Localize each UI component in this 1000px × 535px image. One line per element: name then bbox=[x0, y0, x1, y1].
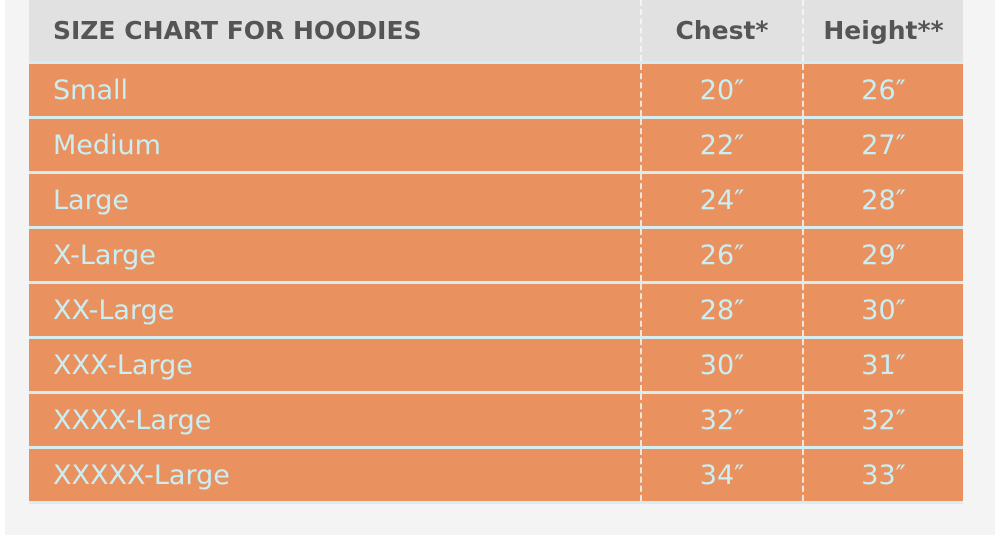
height-cell: 32″ bbox=[802, 394, 963, 446]
size-cell: XX-Large bbox=[53, 294, 175, 326]
height-cell: 29″ bbox=[802, 229, 963, 281]
table-row: XXX-Large 30″ 31″ bbox=[29, 339, 963, 394]
size-cell: XXX-Large bbox=[53, 349, 193, 381]
chest-cell: 30″ bbox=[640, 339, 802, 391]
chest-cell: 26″ bbox=[640, 229, 802, 281]
size-cell: XXXX-Large bbox=[53, 404, 212, 436]
header-chest: Chest* bbox=[640, 0, 802, 61]
chest-cell: 22″ bbox=[640, 119, 802, 171]
header-height: Height** bbox=[802, 0, 963, 61]
height-cell: 31″ bbox=[802, 339, 963, 391]
table-title: SIZE CHART FOR HOODIES bbox=[53, 16, 422, 45]
table-row: XXXXX-Large 34″ 33″ bbox=[29, 449, 963, 504]
table-row: X-Large 26″ 29″ bbox=[29, 229, 963, 284]
height-cell: 28″ bbox=[802, 174, 963, 226]
size-cell: X-Large bbox=[53, 239, 156, 271]
table-row: XXXX-Large 32″ 32″ bbox=[29, 394, 963, 449]
size-cell: Small bbox=[53, 74, 128, 106]
size-chart-table: SIZE CHART FOR HOODIES Chest* Height** S… bbox=[29, 0, 963, 504]
size-cell: XXXXX-Large bbox=[53, 459, 230, 491]
table-row: Large 24″ 28″ bbox=[29, 174, 963, 229]
height-cell: 27″ bbox=[802, 119, 963, 171]
table-row: XX-Large 28″ 30″ bbox=[29, 284, 963, 339]
height-cell: 30″ bbox=[802, 284, 963, 336]
chest-cell: 24″ bbox=[640, 174, 802, 226]
table-row: Small 20″ 26″ bbox=[29, 64, 963, 119]
chest-cell: 34″ bbox=[640, 449, 802, 501]
chest-cell: 28″ bbox=[640, 284, 802, 336]
height-cell: 26″ bbox=[802, 64, 963, 116]
table-header: SIZE CHART FOR HOODIES Chest* Height** bbox=[29, 0, 963, 64]
table-row: Medium 22″ 27″ bbox=[29, 119, 963, 174]
size-cell: Medium bbox=[53, 129, 161, 161]
height-cell: 33″ bbox=[802, 449, 963, 501]
chest-cell: 32″ bbox=[640, 394, 802, 446]
size-cell: Large bbox=[53, 184, 129, 216]
chest-cell: 20″ bbox=[640, 64, 802, 116]
